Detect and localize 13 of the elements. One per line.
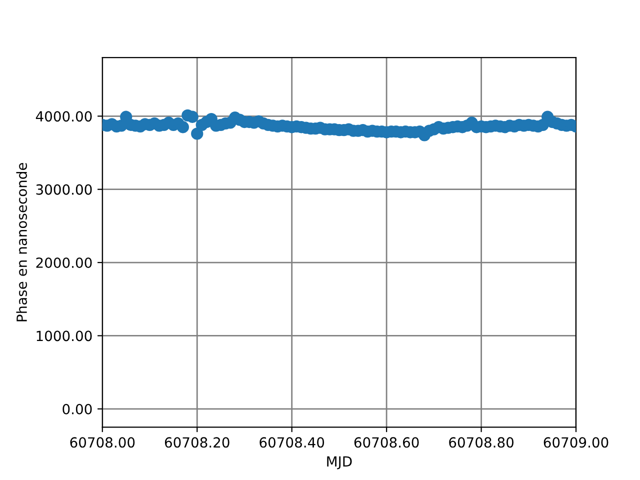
y-tick-label: 1000.00 [36,330,92,342]
x-tick-label: 60708.80 [449,437,514,448]
x-tick-label: 60708.40 [260,437,324,448]
y-axis-title: Phase en nanoseconde [16,162,27,322]
x-axis-title: MJD [327,456,352,470]
y-tick-label: 0.00 [62,404,92,414]
x-tick-label: 60708.20 [164,437,230,448]
y-tick-label: 4000.00 [36,111,92,122]
x-tick-label: 60709.00 [544,437,608,448]
y-tick-label: 3000.00 [36,184,92,195]
x-tick-label: 60708.60 [354,437,419,448]
x-tick-label: 60708.00 [70,437,135,448]
y-tick-label: 2000.00 [36,257,92,268]
